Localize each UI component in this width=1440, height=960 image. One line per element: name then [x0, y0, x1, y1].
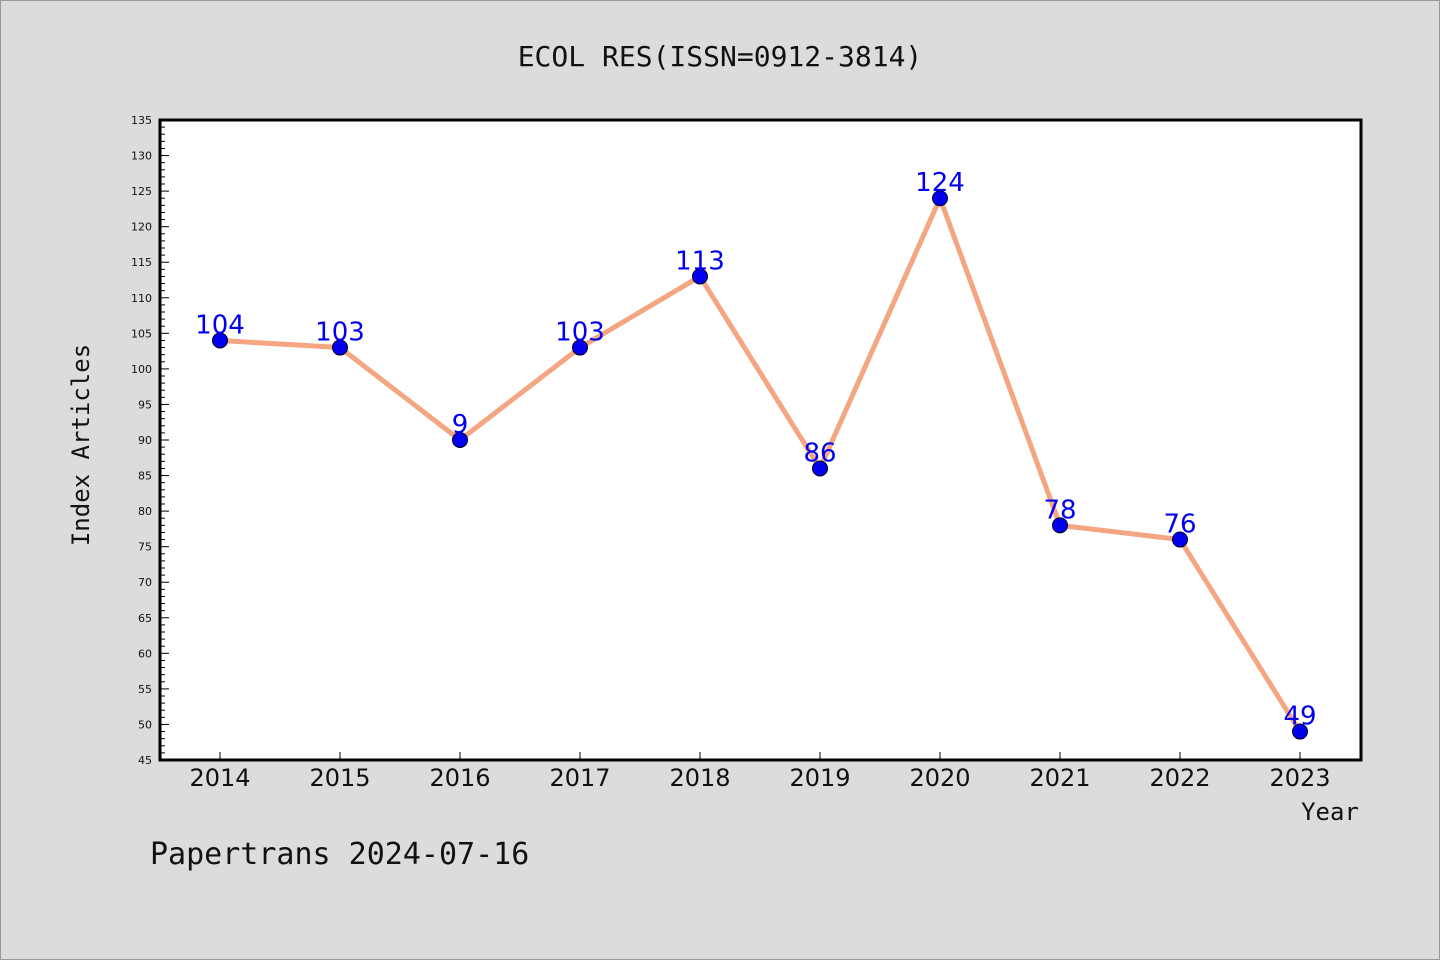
data-label: 103	[315, 318, 365, 348]
plot-area	[158, 118, 1363, 762]
y-axis-label: Index Articles	[67, 344, 95, 546]
data-label: 124	[915, 168, 965, 198]
y-tick-label: 55	[138, 683, 152, 696]
data-label: 86	[803, 438, 836, 468]
y-tick-label: 45	[138, 754, 152, 767]
x-tick-label: 2016	[429, 764, 490, 792]
y-tick-label: 65	[138, 612, 152, 625]
series-line	[219, 195, 1303, 733]
x-tick-label: 2020	[909, 764, 970, 792]
x-tick-label: 2017	[549, 764, 610, 792]
y-tick-label: 120	[131, 221, 152, 234]
y-tick-label: 130	[131, 150, 152, 163]
y-tick-label: 75	[138, 541, 152, 554]
data-label: 103	[555, 318, 605, 348]
y-tick-label: 110	[131, 292, 152, 305]
data-label: 9	[452, 410, 469, 440]
y-tick-label: 115	[131, 256, 152, 269]
x-tick-label: 2022	[1149, 764, 1210, 792]
y-tick-label: 105	[131, 327, 152, 340]
data-point	[1052, 517, 1068, 534]
data-labels: 104 103 9 103 113 86 124 78 76 49	[195, 168, 1316, 731]
y-axis: 45 50 55 60 65 70 75 80 85 90 95 100 105 110 115 120 125…	[131, 114, 169, 767]
y-tick-label: 95	[138, 398, 152, 411]
data-label: 113	[675, 246, 725, 276]
y-tick-label: 70	[138, 576, 152, 589]
x-axis-label: Year	[1301, 798, 1359, 826]
footer-credit: Papertrans 2024-07-16	[150, 837, 529, 872]
data-label: 78	[1043, 495, 1076, 525]
data-label: 104	[195, 310, 245, 340]
y-tick-label: 100	[131, 363, 152, 376]
data-point	[1172, 531, 1188, 548]
data-points	[212, 190, 1308, 740]
data-point	[332, 339, 348, 356]
x-tick-label: 2014	[189, 764, 250, 792]
chart-title: ECOL RES(ISSN=0912-3814)	[518, 40, 923, 73]
x-tick-label: 2019	[789, 764, 850, 792]
data-point	[692, 268, 708, 285]
series-polyline	[219, 195, 1303, 733]
x-axis: 2014 2015 2016 2017 2018 2019 2020 2021 2022 2023	[189, 752, 1331, 792]
x-tick-label: 2023	[1269, 764, 1330, 792]
y-tick-label: 50	[138, 718, 152, 731]
data-point	[932, 190, 948, 207]
y-tick-label: 135	[131, 114, 152, 127]
x-tick-label: 2018	[669, 764, 730, 792]
data-point	[1292, 723, 1308, 740]
y-tick-label: 125	[131, 185, 152, 198]
x-tick-label: 2021	[1029, 764, 1090, 792]
data-point	[212, 332, 228, 349]
y-tick-label: 90	[138, 434, 152, 447]
x-tick-label: 2015	[309, 764, 370, 792]
y-tick-label: 60	[138, 647, 152, 660]
data-point	[812, 460, 828, 477]
data-label: 76	[1163, 510, 1196, 540]
y-tick-label: 85	[138, 470, 152, 483]
data-point	[572, 339, 588, 356]
data-point	[452, 432, 468, 448]
y-tick-label: 80	[138, 505, 152, 518]
data-label: 49	[1283, 702, 1316, 732]
